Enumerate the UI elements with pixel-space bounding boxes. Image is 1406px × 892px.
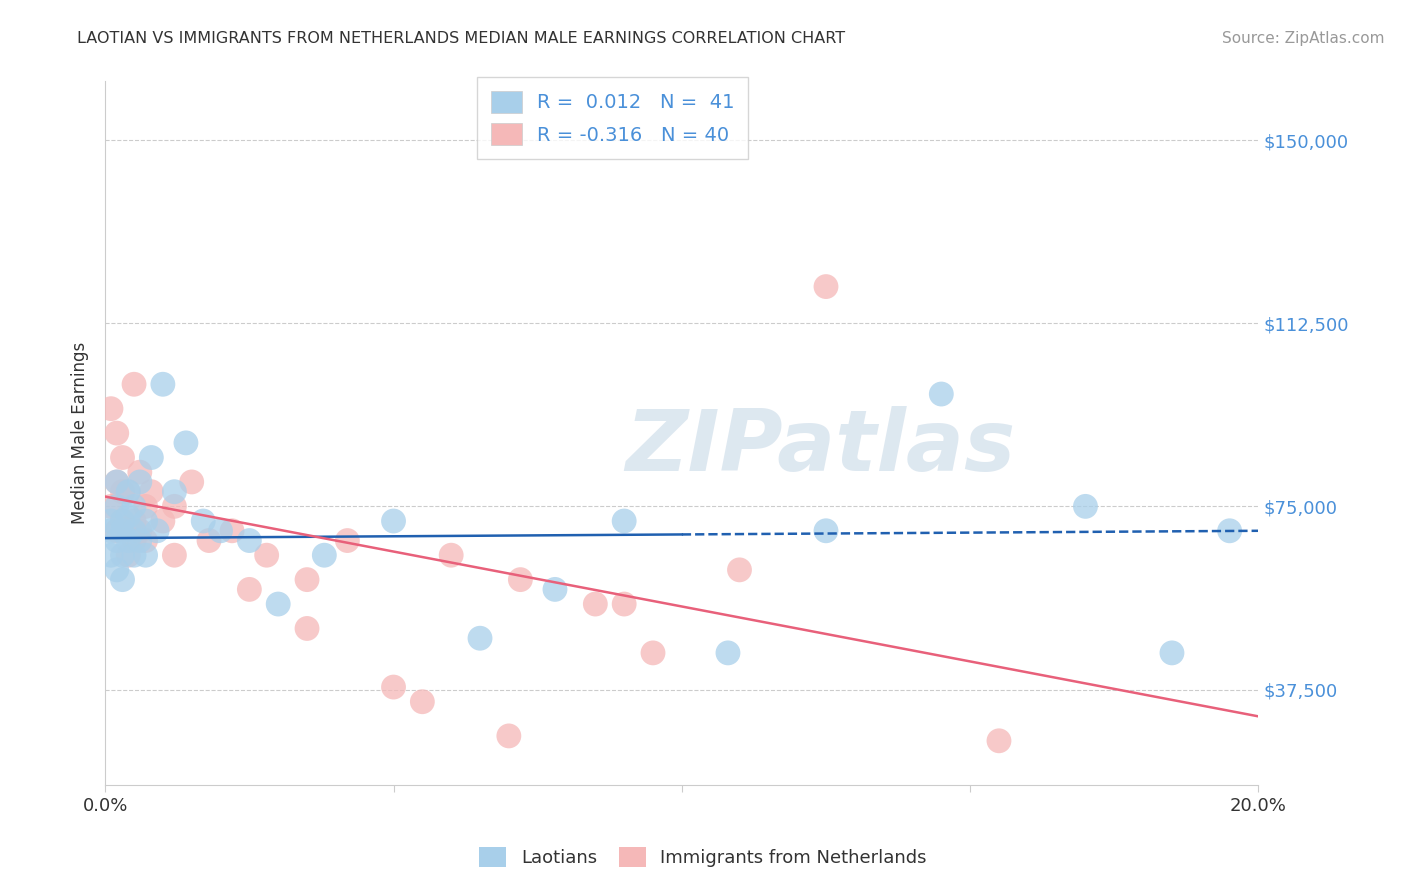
Point [135, 514, 157, 528]
Point [122, 548, 145, 562]
Point [117, 509, 139, 524]
Point [100, 500, 122, 514]
Point [1219, 524, 1241, 538]
Point [117, 484, 139, 499]
Point [209, 524, 232, 538]
Point [105, 475, 128, 489]
Point [295, 573, 318, 587]
Point [238, 533, 260, 548]
Point [509, 573, 531, 587]
Point [128, 533, 150, 548]
Point [613, 514, 636, 528]
Point [583, 597, 606, 611]
Point [105, 533, 128, 548]
Point [163, 500, 186, 514]
Point [122, 514, 145, 528]
Point [193, 514, 215, 528]
Point [117, 548, 139, 562]
Point [295, 622, 318, 636]
Point [468, 632, 491, 646]
Point [198, 533, 221, 548]
Legend: R =  0.012   N =  41, R = -0.316   N = 40: R = 0.012 N = 41, R = -0.316 N = 40 [477, 77, 748, 159]
Point [141, 450, 163, 465]
Point [163, 484, 186, 499]
Point [111, 484, 134, 499]
Point [100, 524, 122, 538]
Point [146, 524, 169, 538]
Point [152, 377, 174, 392]
Point [111, 514, 134, 528]
Point [122, 524, 145, 538]
Point [141, 484, 163, 499]
Point [111, 573, 134, 587]
Point [135, 548, 157, 562]
Point [717, 646, 740, 660]
Point [336, 533, 359, 548]
Point [111, 524, 134, 538]
Point [382, 514, 405, 528]
Point [135, 533, 157, 548]
Point [122, 533, 145, 548]
Text: Source: ZipAtlas.com: Source: ZipAtlas.com [1222, 31, 1385, 46]
Point [728, 563, 751, 577]
Point [174, 435, 197, 450]
Point [440, 548, 463, 562]
Point [128, 475, 150, 489]
Point [152, 514, 174, 528]
Point [544, 582, 567, 597]
Point [267, 597, 290, 611]
Point [105, 500, 128, 514]
Point [122, 377, 145, 392]
Point [498, 729, 520, 743]
Point [613, 597, 636, 611]
Point [105, 563, 128, 577]
Y-axis label: Median Male Earnings: Median Male Earnings [72, 342, 89, 524]
Point [238, 582, 260, 597]
Point [163, 548, 186, 562]
Point [111, 548, 134, 562]
Point [314, 548, 336, 562]
Point [814, 524, 837, 538]
Point [117, 484, 139, 499]
Legend: Laotians, Immigrants from Netherlands: Laotians, Immigrants from Netherlands [470, 838, 936, 876]
Point [382, 680, 405, 694]
Point [814, 279, 837, 293]
Point [256, 548, 278, 562]
Point [988, 733, 1011, 747]
Point [122, 500, 145, 514]
Point [1161, 646, 1184, 660]
Point [135, 500, 157, 514]
Point [411, 695, 433, 709]
Point [221, 524, 243, 538]
Point [128, 524, 150, 538]
Point [128, 465, 150, 479]
Text: LAOTIAN VS IMMIGRANTS FROM NETHERLANDS MEDIAN MALE EARNINGS CORRELATION CHART: LAOTIAN VS IMMIGRANTS FROM NETHERLANDS M… [77, 31, 845, 46]
Point [180, 475, 202, 489]
Text: ZIPatlas: ZIPatlas [626, 406, 1015, 489]
Point [111, 450, 134, 465]
Point [641, 646, 664, 660]
Point [105, 426, 128, 441]
Point [1074, 500, 1097, 514]
Point [111, 514, 134, 528]
Point [100, 401, 122, 416]
Point [105, 475, 128, 489]
Point [105, 524, 128, 538]
Point [100, 514, 122, 528]
Point [100, 548, 122, 562]
Point [929, 387, 952, 401]
Point [117, 533, 139, 548]
